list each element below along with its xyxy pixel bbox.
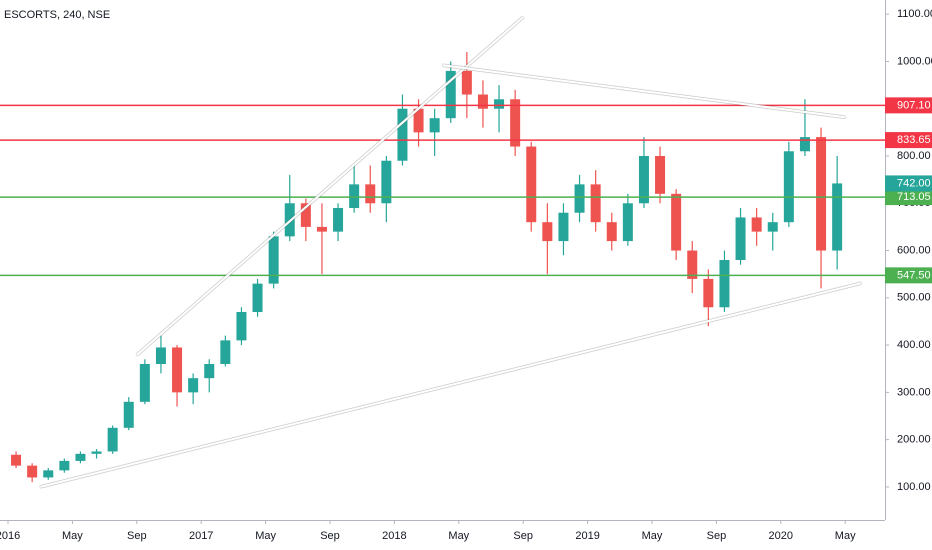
candle-body xyxy=(574,184,585,213)
candle-body xyxy=(671,193,682,251)
trendline xyxy=(136,16,524,356)
candle-body xyxy=(316,226,327,232)
x-tick-label: 2018 xyxy=(382,530,406,542)
candle-body xyxy=(252,283,263,312)
x-tick-label: Sep xyxy=(320,530,340,542)
candle-body xyxy=(799,137,810,152)
x-tick-label: 2017 xyxy=(189,530,213,542)
candle-body xyxy=(107,427,118,452)
candle-body xyxy=(719,260,730,308)
candle-body xyxy=(477,94,488,109)
candle-body xyxy=(236,312,247,341)
y-tick-label: 400.00 xyxy=(897,339,931,351)
candle-body xyxy=(526,146,537,223)
x-tick-label: 2019 xyxy=(575,530,599,542)
level-label: 907.10 xyxy=(897,99,931,111)
x-tick-label: Sep xyxy=(513,530,533,542)
candle-body xyxy=(816,137,827,251)
candle-body xyxy=(155,347,166,364)
candle-body xyxy=(655,156,666,194)
x-tick-label: 2020 xyxy=(769,530,793,542)
candle-body xyxy=(172,347,183,393)
candle-body xyxy=(606,222,617,242)
x-tick-label: May xyxy=(448,530,469,542)
level-tag xyxy=(885,189,932,206)
candle-body xyxy=(204,364,215,379)
candle-body xyxy=(735,217,746,260)
level-label: 713.05 xyxy=(897,191,931,203)
y-tick-label: 300.00 xyxy=(897,386,931,398)
candle-body xyxy=(510,99,521,147)
candle-body xyxy=(783,151,794,223)
candle-body xyxy=(123,401,134,428)
level-tag xyxy=(885,132,932,149)
y-tick-label: 200.00 xyxy=(897,434,931,446)
y-tick-label: 1000.00 xyxy=(897,55,932,67)
candle-body xyxy=(832,183,843,251)
y-tick-label: 600.00 xyxy=(897,244,931,256)
x-tick-label: May xyxy=(62,530,83,542)
candle-body xyxy=(11,454,22,466)
candle-body xyxy=(622,203,633,242)
y-tick-label: 100.00 xyxy=(897,481,931,493)
candle-body xyxy=(268,236,279,284)
candle-body xyxy=(494,99,505,109)
candle-body xyxy=(445,70,456,119)
candle-body xyxy=(381,160,392,204)
candle-body xyxy=(139,364,150,402)
x-tick-label: May xyxy=(255,530,276,542)
level-tag xyxy=(885,267,932,284)
trendline xyxy=(442,64,846,119)
candle-body xyxy=(27,465,38,478)
candle-body xyxy=(91,451,102,454)
candle-body xyxy=(300,203,311,227)
candle-body xyxy=(365,184,376,204)
candle-body xyxy=(461,70,472,95)
level-label: 547.50 xyxy=(897,269,931,281)
candle-body xyxy=(687,250,698,279)
last-price-tag xyxy=(885,175,932,192)
x-tick-label: Sep xyxy=(127,530,147,542)
candle-body xyxy=(429,118,440,133)
candle-body xyxy=(349,184,360,208)
candle-body xyxy=(333,208,344,232)
candle-body xyxy=(59,460,70,471)
level-tag xyxy=(885,97,932,114)
level-label: 833.65 xyxy=(897,134,931,146)
candle-body xyxy=(397,108,408,161)
x-tick-label: 2016 xyxy=(0,530,20,542)
x-tick-label: May xyxy=(835,530,856,542)
candle-body xyxy=(751,217,762,232)
candle-body xyxy=(590,184,601,223)
candle-body xyxy=(703,278,714,308)
candle-body xyxy=(188,378,199,393)
x-tick-label: Sep xyxy=(707,530,727,542)
y-tick-label: 500.00 xyxy=(897,292,931,304)
candle-body xyxy=(767,222,778,232)
candle-body xyxy=(413,108,424,133)
trendline xyxy=(39,282,862,488)
candle-body xyxy=(220,340,231,364)
candle-body xyxy=(558,212,569,242)
y-tick-label: 1100.00 xyxy=(897,8,932,20)
candle-body xyxy=(75,453,86,461)
candle-body xyxy=(638,156,649,204)
y-tick-label: 800.00 xyxy=(897,150,931,162)
candle-body xyxy=(43,470,54,478)
last-price-label: 742.00 xyxy=(897,177,931,189)
x-tick-label: May xyxy=(642,530,663,542)
candle-body xyxy=(542,222,553,242)
chart-title: ESCORTS, 240, NSE xyxy=(4,9,110,21)
